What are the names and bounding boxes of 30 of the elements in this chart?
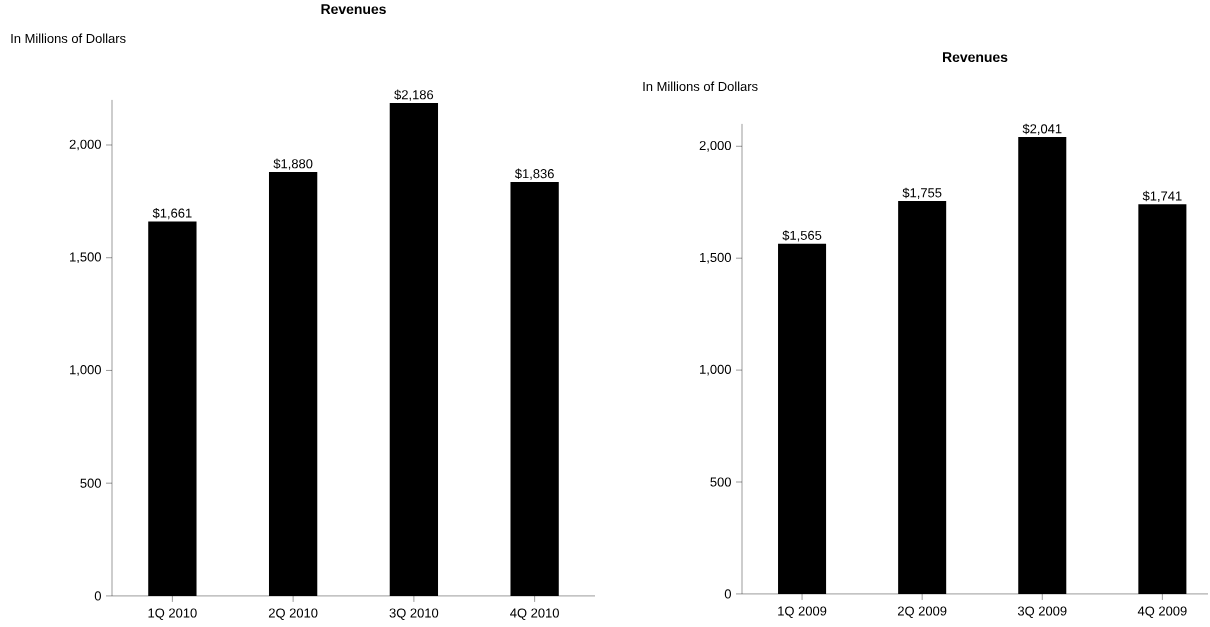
- x-tick-label: 4Q 2009: [1137, 606, 1187, 618]
- data-label: $1,661: [152, 208, 192, 220]
- y-tick-label: 0: [94, 591, 101, 601]
- y-tick-label: 500: [710, 477, 731, 487]
- data-label: $1,755: [902, 187, 942, 199]
- y-axis-title: In Millions of Dollars: [11, 33, 126, 44]
- x-tick-label: 3Q 2010: [389, 608, 439, 620]
- y-tick-label: 1,000: [70, 365, 101, 376]
- x-tick-label: 1Q 2010: [148, 608, 197, 620]
- x-tick-label: 2Q 2009: [897, 606, 947, 618]
- x-tick-label: 4Q 2010: [510, 608, 559, 620]
- y-tick-label: 1,500: [70, 252, 101, 264]
- x-tick-label: 1Q 2009: [778, 606, 827, 618]
- chart-title: Revenues: [943, 52, 1008, 63]
- y-tick-label: 500: [80, 478, 101, 488]
- data-label: $2,041: [1022, 123, 1062, 135]
- y-axis-title: In Millions of Dollars: [643, 81, 758, 92]
- x-tick-label: 3Q 2009: [1017, 606, 1067, 618]
- data-label: $2,186: [394, 89, 434, 101]
- y-tick-label: 2,000: [699, 140, 731, 152]
- chart-title: Revenues: [321, 4, 386, 15]
- y-tick-label: 1,000: [700, 364, 731, 376]
- data-label: $1,741: [1142, 190, 1182, 203]
- y-tick-label: 1,500: [700, 252, 731, 264]
- y-tick-label: 2,000: [69, 139, 101, 151]
- x-tick-label: 2Q 2010: [268, 608, 318, 620]
- y-tick-label: 0: [724, 589, 731, 599]
- data-label: $1,565: [782, 230, 822, 242]
- data-label: $1,836: [514, 168, 554, 180]
- data-label: $1,880: [273, 158, 313, 170]
